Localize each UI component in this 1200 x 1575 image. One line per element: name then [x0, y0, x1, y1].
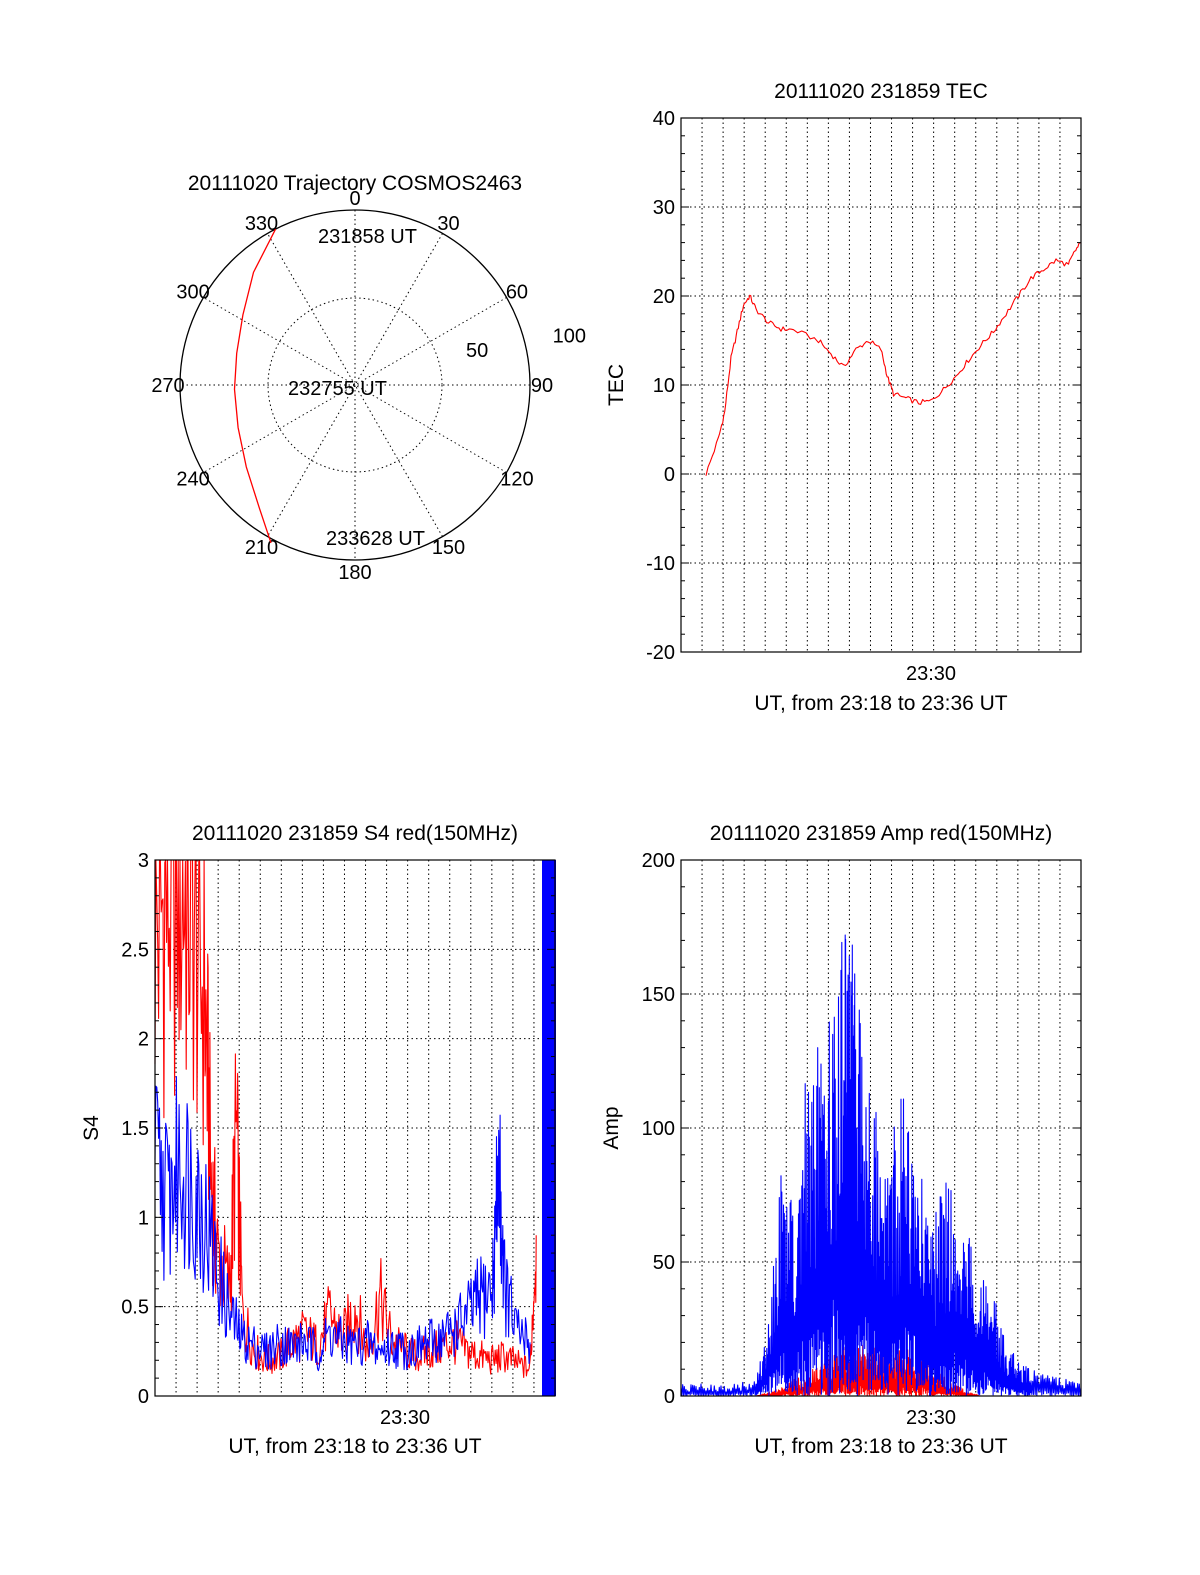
polar-radial-label: 100	[553, 326, 586, 348]
y-tick-label: 2.5	[121, 939, 149, 961]
y-tick-label: -10	[646, 553, 675, 575]
amp-xlabel: UT, from 23:18 to 23:36 UT	[754, 1435, 1007, 1458]
tec-line-chart: 20111020 231859 TEC -20 -10 0 10 20 30 40 23:30…	[605, 80, 1082, 715]
y-tick-label: 40	[653, 108, 675, 130]
x-tick-label: 23:30	[380, 1407, 430, 1429]
polar-angle-label: 60	[506, 282, 528, 304]
y-tick-label: 20	[653, 286, 675, 308]
polar-angle-label: 30	[437, 213, 459, 235]
series-line	[154, 859, 537, 1379]
y-tick-label: 0	[664, 1386, 675, 1408]
y-tick-label: 10	[653, 375, 675, 397]
s4-xlabel: UT, from 23:18 to 23:36 UT	[228, 1435, 481, 1458]
y-tick-label: 30	[653, 197, 675, 219]
y-tick-label: 50	[653, 1252, 675, 1274]
series-line	[705, 242, 1082, 476]
y-tick-label: 0	[138, 1386, 149, 1408]
polar-angle-label: 120	[500, 469, 533, 491]
y-tick-label: 150	[642, 984, 675, 1006]
s4-line-chart: 20111020 231859 S4 red(150MHz) 0 0.5 1 1.5 2…	[80, 822, 556, 1458]
tec-title: 20111020 231859 TEC	[774, 80, 988, 103]
y-tick-label: -20	[646, 642, 675, 664]
series-line	[680, 934, 1082, 1397]
y-tick-label: 0.5	[121, 1297, 149, 1319]
polar-angle-label: 180	[338, 562, 371, 584]
annotation-start-time: 231858 UT	[318, 226, 417, 248]
y-tick-label: 200	[642, 850, 675, 872]
polar-angle-label: 90	[531, 375, 553, 397]
polar-angle-label: 330	[245, 213, 278, 235]
amp-line-chart: 20111020 231859 Amp red(150MHz) 0 50 100 15…	[600, 822, 1082, 1458]
y-tick-label: 1.5	[121, 1118, 149, 1140]
amp-ylabel: Amp	[600, 1106, 623, 1149]
s4-ylabel: S4	[80, 1115, 103, 1141]
polar-angle-label: 0	[349, 188, 360, 210]
polar-title: 20111020 Trajectory COSMOS2463	[188, 172, 522, 195]
tec-ylabel: TEC	[605, 364, 628, 406]
series-line	[154, 1076, 531, 1372]
polar-angle-label: 240	[176, 469, 209, 491]
polar-angle-label: 270	[151, 375, 184, 397]
y-tick-label: 2	[138, 1029, 149, 1051]
y-tick-label: 0	[664, 464, 675, 486]
amp-title: 20111020 231859 Amp red(150MHz)	[710, 822, 1052, 845]
polar-angle-label: 210	[245, 537, 278, 559]
y-tick-label: 100	[642, 1118, 675, 1140]
trajectory-line	[233, 228, 277, 544]
x-tick-label: 23:30	[906, 663, 956, 685]
polar-radial-label: 50	[466, 340, 488, 362]
y-tick-label: 1	[138, 1207, 149, 1229]
tec-xlabel: UT, from 23:18 to 23:36 UT	[754, 692, 1007, 715]
y-tick-label: 3	[138, 850, 149, 872]
polar-angle-label: 300	[176, 282, 209, 304]
polar-angle-label: 150	[432, 537, 465, 559]
s4-title: 20111020 231859 S4 red(150MHz)	[192, 822, 518, 845]
x-tick-label: 23:30	[906, 1407, 956, 1429]
annotation-mid-time: 232755 UT	[288, 378, 387, 400]
trajectory-polar-plot: 20111020 Trajectory COSMOS2463 0 30 60 90 12…	[151, 172, 586, 584]
annotation-end-time: 233628 UT	[326, 528, 425, 550]
